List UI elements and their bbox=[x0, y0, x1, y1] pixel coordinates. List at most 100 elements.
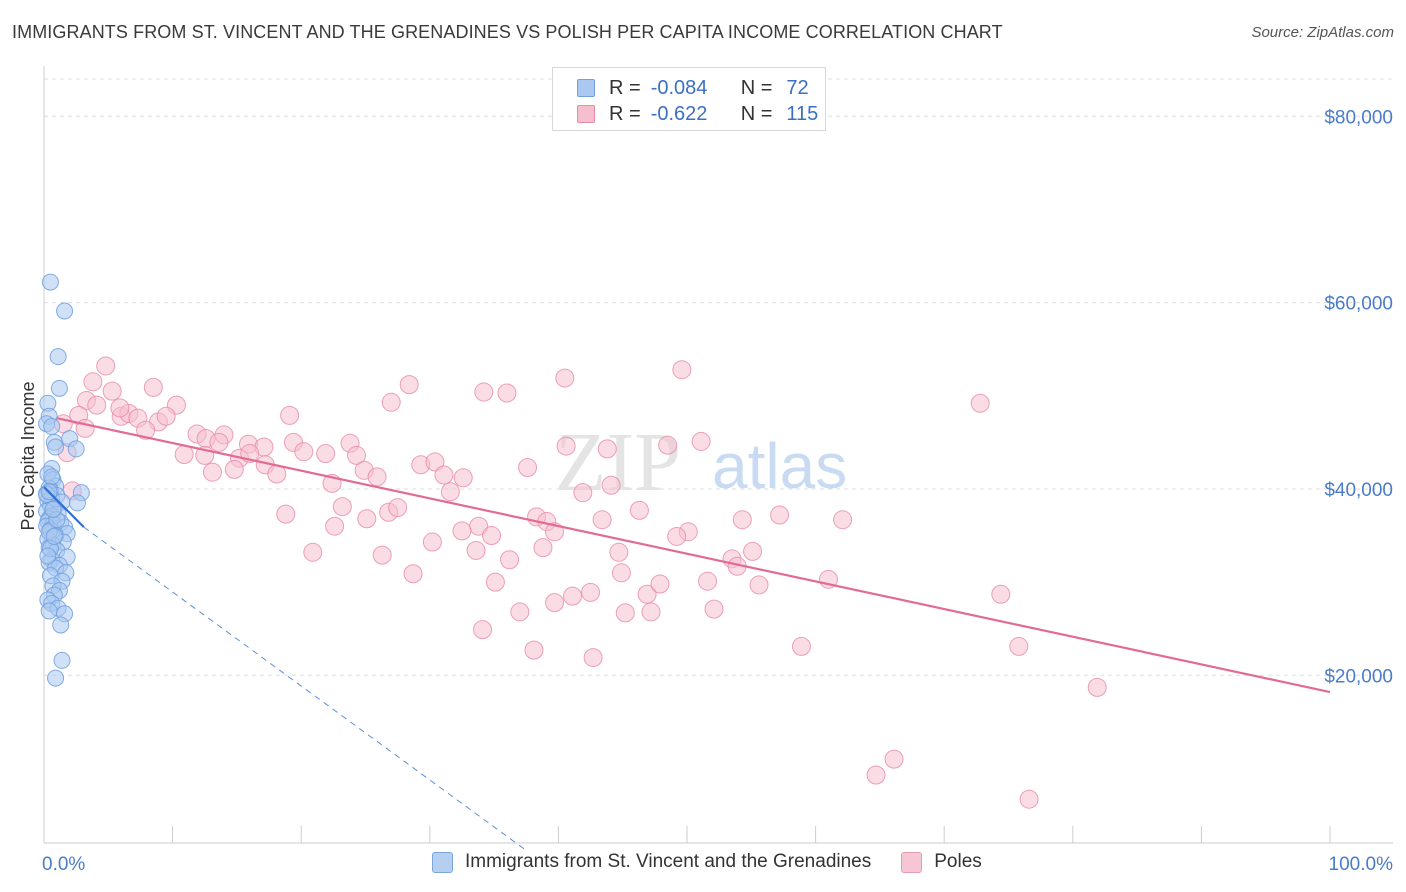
poles-point bbox=[524, 640, 544, 660]
grid-lines bbox=[44, 78, 1393, 676]
poles-point bbox=[691, 431, 711, 451]
bottom-legend-label-immigrants: Immigrants from St. Vincent and the Gren… bbox=[465, 851, 872, 872]
legend-swatch-immigrants bbox=[577, 79, 595, 97]
legend: R = -0.084 N = 72 R = -0.622 N = 115 bbox=[552, 67, 826, 131]
legend-r-label: R = bbox=[609, 102, 641, 125]
bottom-legend-swatch-immigrants bbox=[432, 851, 453, 873]
poles-point bbox=[143, 377, 163, 397]
x-tick-label: 0.0% bbox=[42, 854, 85, 875]
poles-point bbox=[556, 436, 576, 456]
poles-point bbox=[866, 765, 886, 785]
poles-point bbox=[573, 483, 593, 503]
immigrants-trend-line bbox=[43, 486, 85, 528]
poles-point bbox=[581, 582, 601, 602]
bottom-legend-immigrants[interactable]: Immigrants from St. Vincent and the Gren… bbox=[432, 851, 871, 873]
poles-point bbox=[434, 465, 454, 485]
legend-n-value: 72 bbox=[786, 76, 809, 99]
poles-point bbox=[202, 462, 222, 482]
poles-point bbox=[510, 602, 530, 622]
poles-point bbox=[743, 541, 763, 561]
immigrants-points bbox=[38, 273, 90, 687]
poles-point bbox=[629, 500, 649, 520]
y-tick-label: $60,000 bbox=[1324, 294, 1393, 315]
poles-point bbox=[749, 575, 769, 595]
immigrants-point bbox=[52, 616, 70, 634]
poles-point bbox=[381, 392, 401, 412]
legend-n-label: N = bbox=[740, 102, 773, 125]
poles-point bbox=[276, 504, 296, 524]
poles-point bbox=[403, 564, 423, 584]
poles-trend-line bbox=[56, 417, 1331, 694]
chart-title: IMMIGRANTS FROM ST. VINCENT AND THE GREN… bbox=[12, 22, 1003, 42]
poles-point bbox=[280, 405, 300, 425]
poles-point bbox=[667, 526, 687, 546]
bottom-legend-label-poles: Poles bbox=[934, 851, 982, 872]
poles-point bbox=[96, 356, 116, 376]
immigrants-point bbox=[43, 468, 61, 486]
poles-point bbox=[592, 510, 612, 530]
poles-point bbox=[533, 538, 553, 558]
poles-point bbox=[399, 375, 419, 395]
bottom-legend-poles[interactable]: Poles bbox=[901, 851, 982, 873]
poles-point bbox=[303, 542, 323, 562]
poles-point bbox=[637, 584, 657, 604]
immigrants-point bbox=[50, 379, 68, 397]
poles-point bbox=[698, 571, 718, 591]
poles-point bbox=[372, 545, 392, 565]
immigrants-point bbox=[47, 438, 65, 456]
legend-row-immigrants: R = -0.084 N = 72 bbox=[577, 76, 809, 100]
poles-point bbox=[1019, 789, 1039, 809]
legend-r-label: R = bbox=[609, 76, 641, 99]
poles-point bbox=[518, 458, 538, 478]
legend-r-value: -0.084 bbox=[650, 76, 708, 99]
poles-point bbox=[770, 505, 790, 525]
immigrants-point bbox=[43, 418, 61, 436]
poles-point bbox=[500, 550, 520, 570]
poles-point bbox=[611, 563, 631, 583]
poles-point bbox=[658, 435, 678, 455]
immigrants-point bbox=[45, 527, 63, 545]
poles-point bbox=[991, 584, 1011, 604]
watermark-atlas: atlas bbox=[712, 430, 847, 502]
poles-point bbox=[473, 620, 493, 640]
poles-point bbox=[136, 420, 156, 440]
trend-lines bbox=[43, 417, 1331, 851]
poles-point bbox=[357, 509, 377, 529]
axis-labels: $20,000 $40,000 $60,000 $80,000 0.0% 100.0% Pe… bbox=[18, 107, 1393, 875]
poles-point bbox=[641, 602, 661, 622]
immigrants-point bbox=[44, 500, 62, 518]
poles-point bbox=[704, 599, 724, 619]
poles-point bbox=[597, 439, 617, 459]
legend-n-label: N = bbox=[740, 76, 773, 99]
source-label: Source: ZipAtlas.com bbox=[1251, 24, 1394, 41]
poles-point bbox=[497, 383, 517, 403]
immigrants-trend-extension bbox=[83, 526, 527, 851]
poles-point bbox=[833, 510, 853, 530]
bottom-legend-swatch-poles bbox=[901, 851, 923, 873]
poles-point bbox=[110, 398, 130, 418]
poles-point bbox=[466, 540, 486, 560]
poles-point bbox=[332, 497, 352, 517]
immigrants-point bbox=[41, 273, 59, 291]
immigrants-point bbox=[47, 669, 65, 687]
legend-swatch-poles bbox=[577, 105, 595, 123]
poles-point bbox=[294, 442, 314, 462]
immigrants-point bbox=[40, 602, 58, 620]
poles-point bbox=[884, 749, 904, 769]
poles-point bbox=[583, 648, 603, 668]
immigrants-point bbox=[49, 348, 67, 366]
poles-point bbox=[174, 444, 194, 464]
poles-point bbox=[609, 542, 629, 562]
poles-point bbox=[615, 603, 635, 623]
poles-point bbox=[388, 498, 408, 518]
poles-point bbox=[485, 572, 505, 592]
immigrants-point bbox=[56, 302, 74, 320]
poles-point bbox=[316, 444, 336, 464]
poles-point bbox=[482, 526, 502, 546]
poles-point bbox=[732, 510, 752, 530]
poles-point bbox=[87, 395, 107, 415]
poles-point bbox=[452, 521, 472, 541]
y-axis-label: Per Capita Income bbox=[18, 381, 38, 530]
poles-point bbox=[474, 382, 494, 402]
immigrants-point bbox=[39, 547, 57, 565]
